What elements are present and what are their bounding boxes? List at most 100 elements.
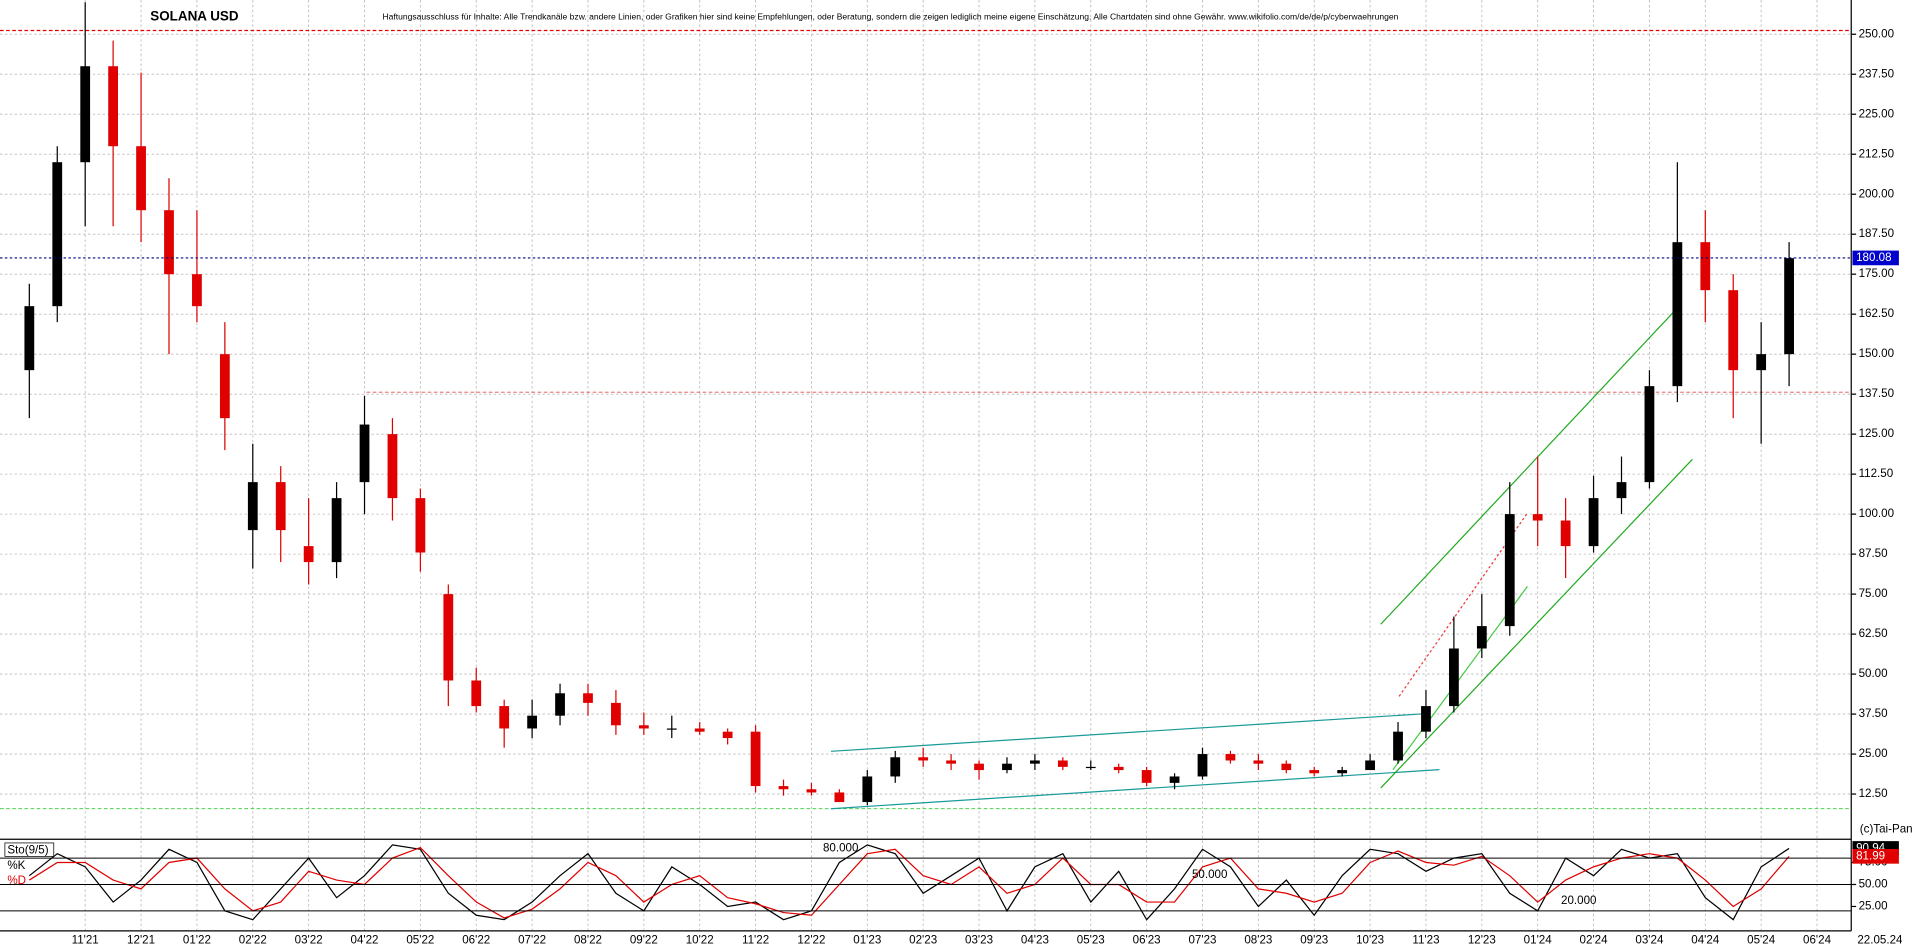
x-tick-label: 03'22: [295, 934, 323, 947]
candle-body: [303, 546, 314, 563]
candle-body: [750, 731, 761, 787]
candle-body: [527, 715, 538, 729]
value-label: 81.99: [1856, 849, 1885, 862]
candle-body: [136, 146, 146, 211]
x-tick-label: 09'22: [630, 934, 658, 947]
legend-entry: %K: [7, 859, 25, 872]
last-price-label: 180.08: [1856, 251, 1891, 264]
x-tick-label: 12'21: [127, 934, 155, 947]
candle-body: [1672, 242, 1683, 387]
candle-body: [1756, 354, 1767, 371]
x-tick-label: 01'24: [1524, 934, 1553, 947]
candle-body: [1225, 754, 1236, 761]
candle-body: [275, 482, 286, 531]
candle-body: [862, 776, 873, 803]
candle-body: [192, 274, 202, 307]
x-tick-label: 03'23: [965, 934, 993, 947]
level-label: 80.000: [823, 841, 858, 854]
candle-body: [1253, 760, 1264, 764]
y-tick-label: 37.50: [1859, 707, 1888, 720]
candle-body: [918, 757, 929, 761]
y-tick-label: 225.00: [1859, 107, 1894, 120]
candle-body: [1449, 648, 1459, 707]
y-tick-label: 200.00: [1859, 187, 1894, 200]
y-tick-label: 100.00: [1859, 507, 1894, 520]
x-tick-label: 05'23: [1077, 934, 1105, 947]
legend-entry: %D: [7, 874, 26, 887]
candle-body: [1197, 754, 1208, 777]
y-tick-label: 162.50: [1859, 307, 1894, 320]
last-price-box: [1852, 250, 1899, 266]
y-tick-label: 25.00: [1859, 747, 1888, 760]
x-tick-label: 03'24: [1635, 934, 1664, 947]
candle-body: [1281, 763, 1292, 771]
y-tick-label: 75.00: [1859, 587, 1888, 600]
candle-body: [1365, 760, 1375, 771]
candle-body: [164, 210, 174, 275]
candle-body: [108, 66, 119, 147]
candle-body: [1504, 514, 1515, 627]
candle-body: [1085, 766, 1096, 769]
y-tick-label: 250.00: [1859, 27, 1894, 40]
candle-body: [24, 306, 35, 371]
candle-body: [387, 434, 398, 499]
candle-body: [1532, 514, 1543, 521]
candle-body: [80, 66, 91, 163]
x-tick-label: 08'22: [574, 934, 602, 947]
y-tick-label: 150.00: [1859, 347, 1894, 360]
candle-body: [974, 763, 984, 771]
candle-body: [1616, 482, 1627, 499]
x-tick-label: 06'22: [462, 934, 490, 947]
candle-body: [666, 728, 677, 730]
x-tick-label: 01'22: [183, 934, 211, 947]
value-box: [1852, 849, 1899, 864]
candle-body: [1700, 242, 1711, 291]
marks: [24, 2, 1794, 921]
y-tick-label: 125.00: [1859, 427, 1894, 440]
candle-body: [1030, 760, 1040, 764]
y-tick-label: 25.00: [1859, 900, 1888, 913]
trend-line: [1380, 311, 1675, 625]
candle-body: [52, 162, 63, 307]
disclaimer: Haftungsausschluss für Inhalte: Alle Tre…: [382, 11, 1398, 21]
x-tick-label: 12'23: [1468, 934, 1496, 947]
candle-body: [1476, 626, 1487, 649]
candle-body: [1337, 770, 1348, 774]
x-tick-label: 07'23: [1188, 934, 1216, 947]
indicator-box: [4, 842, 55, 857]
candle-body: [722, 731, 733, 739]
source: (c)Tai-Pan: [1860, 823, 1913, 836]
x-tick-label: 12'22: [797, 934, 825, 947]
x-tick-label: 11'21: [72, 934, 99, 947]
date-label: 22.05.24: [1857, 934, 1903, 947]
candle-body: [247, 482, 258, 531]
x-tick-label: 02'22: [239, 934, 267, 947]
candle-body: [890, 757, 901, 777]
y-tick-label: 12.50: [1859, 787, 1888, 800]
candle-body: [443, 594, 454, 681]
trend-line: [830, 769, 1440, 810]
y-tick-label: 212.50: [1859, 147, 1894, 160]
stochastic-line: [29, 846, 1790, 919]
candle-body: [1784, 258, 1794, 355]
x-tick-label: 08'23: [1244, 934, 1272, 947]
chart-title: SOLANA USD: [150, 9, 239, 24]
candle-body: [638, 725, 649, 729]
x-tick-label: 04'23: [1021, 934, 1049, 947]
x-tick-label: 11'23: [1412, 934, 1439, 947]
x-tick-label: 10'23: [1356, 934, 1384, 947]
trend-line: [1380, 458, 1693, 789]
candle-body: [834, 792, 845, 803]
x-tick-label: 04'24: [1691, 934, 1720, 947]
x-tick-label: 09'23: [1300, 934, 1328, 947]
indicator-title: Sto(9/5): [7, 843, 48, 856]
y-tick-label: 62.50: [1859, 627, 1888, 640]
candle-body: [1057, 760, 1068, 767]
y-tick-label: 50.00: [1859, 667, 1888, 680]
candle-body: [1421, 706, 1431, 732]
y-tick-label: 237.50: [1859, 67, 1894, 80]
candle-body: [1560, 520, 1571, 547]
level-label: 20.000: [1561, 894, 1596, 907]
candle-body: [1141, 770, 1152, 783]
